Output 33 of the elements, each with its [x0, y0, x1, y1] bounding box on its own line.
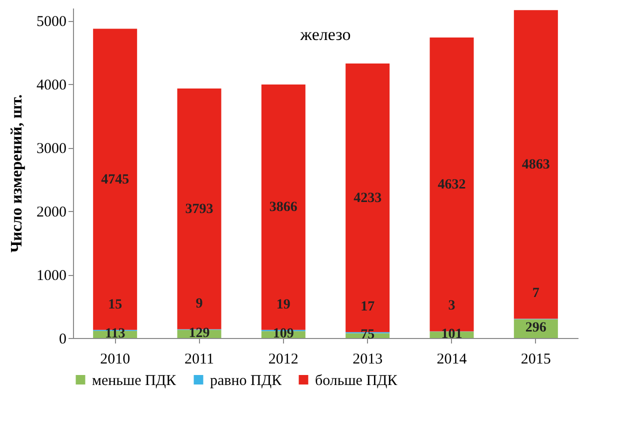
y-tick-label: 5000 — [36, 14, 66, 30]
x-tick-label: 2014 — [436, 352, 468, 368]
legend-label: равно ПДК — [210, 372, 283, 389]
data-label: 113 — [104, 326, 126, 342]
x-tick-label: 2015 — [520, 352, 551, 368]
data-label: 3 — [448, 298, 456, 314]
y-tick-label: 2000 — [36, 204, 66, 221]
y-tick-label: 0 — [59, 332, 66, 348]
y-tick-label: 1000 — [36, 268, 66, 284]
x-tick-label: 2010 — [100, 352, 130, 368]
legend-label: меньше ПДК — [92, 372, 178, 389]
data-label: 4233 — [354, 190, 382, 206]
data-label: 129 — [188, 326, 210, 341]
x-tick-label: 2012 — [268, 352, 298, 368]
data-label: 4745 — [101, 172, 130, 188]
x-tick-label: 2013 — [352, 352, 383, 368]
data-label: 9 — [196, 296, 203, 312]
data-label: 17 — [360, 300, 375, 315]
data-label: 19 — [276, 297, 290, 312]
text: железо — [299, 25, 351, 44]
x-tick-label: 2011 — [184, 352, 214, 368]
y-tick-label: 4000 — [36, 78, 66, 94]
y-axis-title: Число измерений, шт. — [8, 94, 26, 253]
legend-label: больше ПДК — [315, 372, 398, 389]
data-label: 3793 — [185, 202, 214, 217]
data-label: 7 — [532, 286, 540, 301]
data-label: 4632 — [438, 177, 466, 192]
data-label: 296 — [525, 320, 546, 336]
data-label: 3866 — [269, 200, 298, 216]
data-label: 15 — [108, 297, 122, 312]
y-tick-label: 3000 — [36, 141, 66, 158]
data-label: 109 — [272, 326, 294, 342]
data-label: 4863 — [522, 157, 550, 172]
